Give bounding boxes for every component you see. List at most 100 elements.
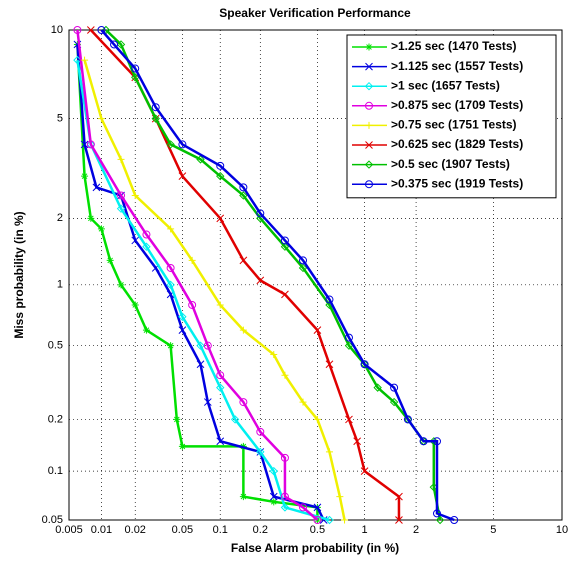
marker — [203, 398, 212, 406]
marker — [432, 437, 441, 446]
marker — [142, 242, 151, 251]
marker — [365, 43, 373, 51]
marker — [178, 172, 187, 181]
marker — [256, 427, 265, 436]
marker — [110, 40, 119, 49]
marker — [178, 442, 186, 450]
marker — [281, 290, 289, 299]
marker — [313, 326, 322, 335]
marker — [81, 172, 89, 180]
marker — [97, 115, 105, 123]
det-curve — [76, 59, 330, 522]
marker — [151, 114, 160, 123]
x-tick-label: 0.005 — [55, 524, 83, 536]
marker — [298, 263, 308, 273]
x-tick-label: 1 — [362, 524, 368, 536]
marker — [395, 516, 403, 524]
x-tick-label: 2 — [413, 524, 419, 536]
y-tick-label: 2 — [57, 212, 63, 224]
marker — [87, 214, 95, 222]
y-tick-label: 0.1 — [48, 465, 63, 477]
det-curve — [76, 44, 319, 520]
marker — [230, 415, 240, 424]
marker — [360, 467, 369, 476]
marker — [325, 295, 334, 304]
marker — [360, 360, 369, 369]
marker — [239, 191, 248, 200]
marker — [365, 141, 373, 149]
marker — [178, 312, 187, 321]
legend: >1.25 sec (1470 Tests) >1.125 sec (1557 T… — [346, 34, 557, 199]
marker — [142, 326, 150, 334]
marker — [166, 263, 175, 272]
marker — [313, 503, 322, 512]
y-tick-label: 0.5 — [48, 340, 63, 352]
marker — [373, 383, 382, 392]
marker — [239, 183, 248, 192]
legend-label: >0.625 sec (1829 Tests) — [391, 137, 523, 151]
marker — [196, 341, 205, 350]
legend-label: >1.125 sec (1557 Tests) — [391, 59, 523, 73]
x-tick-label: 0.5 — [310, 524, 325, 536]
x-tick-label: 0.2 — [253, 524, 268, 536]
marker — [239, 398, 248, 407]
marker — [203, 341, 212, 350]
marker — [299, 398, 307, 406]
det-curve — [100, 29, 455, 522]
marker — [131, 64, 140, 73]
marker — [336, 493, 344, 501]
marker — [131, 236, 140, 245]
marker — [117, 155, 125, 163]
marker — [281, 371, 289, 379]
marker — [325, 360, 334, 369]
marker — [167, 342, 175, 350]
marker — [173, 415, 181, 423]
marker — [344, 341, 354, 350]
legend-label: >1.25 sec (1470 Tests) — [391, 39, 517, 53]
marker — [166, 280, 175, 290]
marker — [97, 225, 105, 233]
marker — [142, 230, 151, 239]
marker — [299, 256, 308, 265]
legend-label: >1 sec (1657 Tests) — [391, 78, 500, 92]
marker — [117, 281, 125, 289]
marker — [299, 503, 308, 512]
y-tick-label: 0.05 — [42, 514, 63, 526]
marker — [166, 140, 175, 149]
marker — [131, 73, 140, 82]
marker — [256, 447, 265, 457]
marker — [116, 204, 126, 213]
marker — [344, 333, 353, 342]
marker — [325, 448, 333, 456]
marker — [432, 509, 441, 518]
x-tick-label: 0.1 — [213, 524, 228, 536]
x-tick-label: 0.02 — [125, 524, 146, 536]
marker — [353, 437, 362, 446]
marker — [86, 140, 95, 149]
x-tick-label: 5 — [490, 524, 496, 536]
legend-label: >0.375 sec (1919 Tests) — [391, 176, 523, 190]
marker — [178, 326, 187, 335]
marker — [395, 492, 403, 501]
marker — [389, 397, 399, 407]
marker — [365, 180, 373, 189]
marker — [196, 360, 205, 369]
x-axis-label: False Alarm probability (in %) — [231, 541, 399, 555]
marker — [167, 225, 175, 233]
marker — [196, 155, 205, 164]
marker — [364, 81, 374, 91]
marker — [435, 515, 445, 525]
marker — [313, 516, 322, 524]
marker — [216, 437, 225, 446]
marker — [345, 415, 353, 424]
marker — [106, 256, 114, 264]
marker — [86, 26, 95, 34]
legend-label: >0.875 sec (1709 Tests) — [391, 98, 523, 112]
marker — [365, 62, 373, 71]
marker — [131, 301, 139, 309]
det-curve — [76, 44, 325, 521]
marker — [364, 160, 374, 169]
marker — [239, 493, 247, 501]
marker — [325, 515, 334, 525]
marker — [280, 503, 290, 512]
